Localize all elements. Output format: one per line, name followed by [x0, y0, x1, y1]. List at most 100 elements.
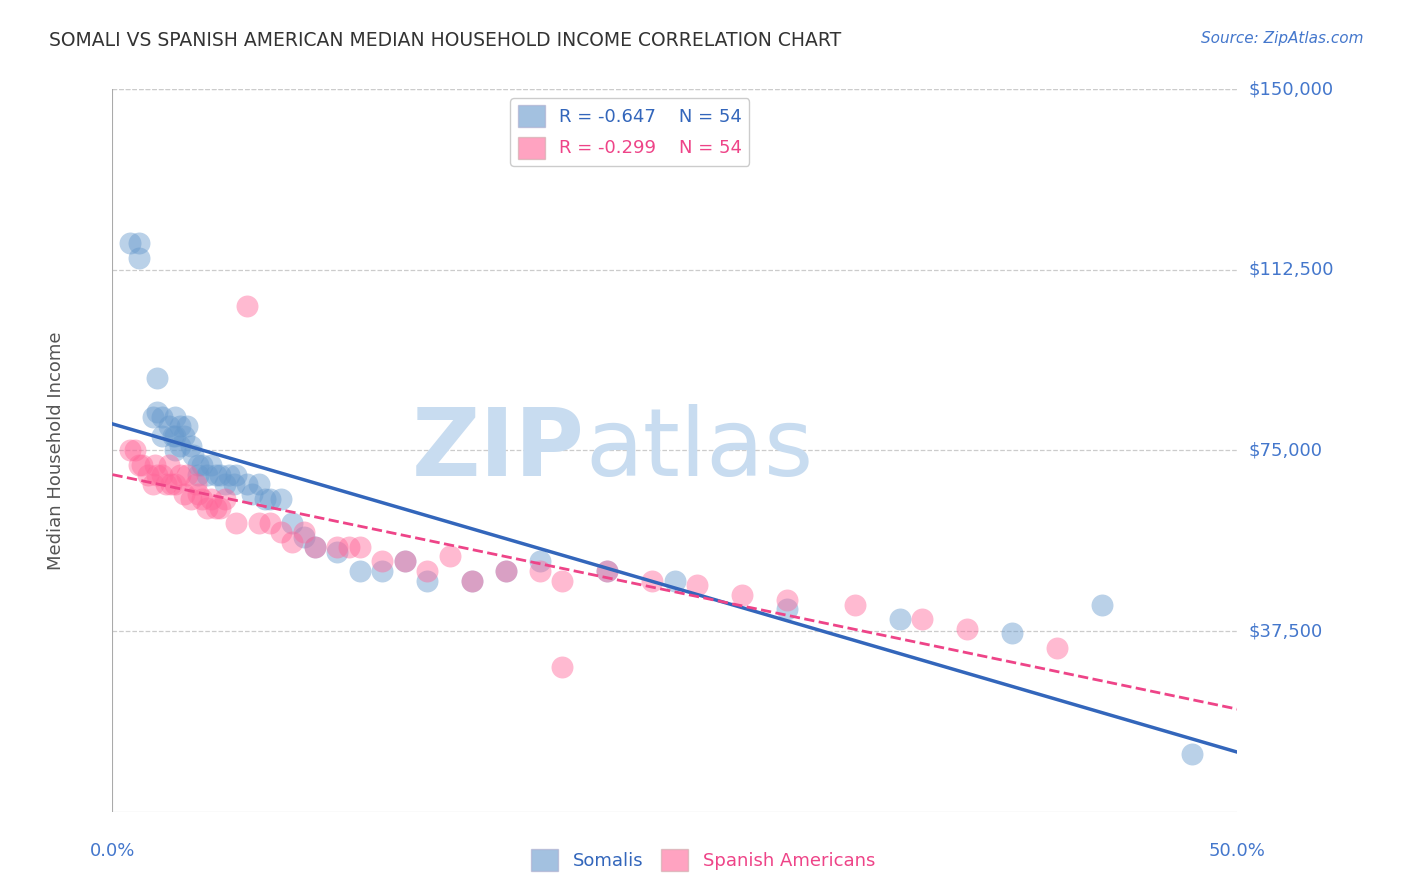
- Point: [1181, 747, 1204, 761]
- Point: [371, 564, 394, 578]
- Point: [844, 598, 866, 612]
- Point: [138, 467, 160, 482]
- Point: [686, 578, 709, 592]
- Legend: R = -0.647    N = 54, R = -0.299    N = 54: R = -0.647 N = 54, R = -0.299 N = 54: [510, 98, 749, 166]
- Text: Median Household Income: Median Household Income: [48, 331, 65, 570]
- Point: [146, 405, 169, 419]
- Point: [551, 574, 574, 588]
- Point: [911, 612, 934, 626]
- Point: [157, 419, 180, 434]
- Point: [195, 501, 218, 516]
- Legend: Somalis, Spanish Americans: Somalis, Spanish Americans: [523, 842, 883, 879]
- Point: [187, 487, 209, 501]
- Point: [254, 491, 277, 506]
- Point: [165, 429, 187, 443]
- Point: [150, 467, 173, 482]
- Point: [205, 501, 228, 516]
- Point: [143, 458, 166, 472]
- Point: [416, 564, 439, 578]
- Point: [128, 458, 150, 472]
- Point: [259, 516, 281, 530]
- Point: [191, 458, 214, 472]
- Point: [889, 612, 911, 626]
- Point: [326, 544, 349, 558]
- Point: [225, 467, 247, 482]
- Point: [176, 419, 198, 434]
- Point: [394, 554, 416, 568]
- Point: [270, 491, 292, 506]
- Point: [131, 458, 153, 472]
- Point: [155, 477, 177, 491]
- Point: [349, 564, 371, 578]
- Point: [120, 236, 142, 251]
- Point: [292, 525, 315, 540]
- Point: [165, 477, 187, 491]
- Point: [529, 564, 551, 578]
- Point: [183, 448, 205, 462]
- Point: [209, 501, 232, 516]
- Point: [157, 458, 180, 472]
- Point: [529, 554, 551, 568]
- Point: [128, 251, 150, 265]
- Text: Source: ZipAtlas.com: Source: ZipAtlas.com: [1201, 31, 1364, 46]
- Point: [292, 530, 315, 544]
- Point: [776, 592, 799, 607]
- Point: [209, 467, 232, 482]
- Point: [195, 467, 218, 482]
- Point: [259, 491, 281, 506]
- Point: [281, 516, 304, 530]
- Point: [191, 491, 214, 506]
- Point: [187, 467, 209, 482]
- Point: [173, 429, 195, 443]
- Point: [731, 588, 754, 602]
- Text: $150,000: $150,000: [1249, 80, 1333, 98]
- Point: [236, 477, 259, 491]
- Point: [1001, 626, 1024, 640]
- Point: [218, 467, 240, 482]
- Point: [776, 602, 799, 616]
- Point: [349, 540, 371, 554]
- Point: [173, 487, 195, 501]
- Point: [225, 516, 247, 530]
- Point: [169, 419, 191, 434]
- Point: [176, 467, 198, 482]
- Text: 50.0%: 50.0%: [1209, 842, 1265, 860]
- Point: [596, 564, 619, 578]
- Point: [214, 491, 236, 506]
- Point: [596, 564, 619, 578]
- Point: [187, 458, 209, 472]
- Point: [304, 540, 326, 554]
- Point: [304, 540, 326, 554]
- Point: [169, 467, 191, 482]
- Point: [495, 564, 517, 578]
- Point: [200, 458, 222, 472]
- Point: [495, 564, 517, 578]
- Point: [160, 477, 183, 491]
- Text: $37,500: $37,500: [1249, 622, 1323, 640]
- Point: [169, 439, 191, 453]
- Point: [236, 299, 259, 313]
- Point: [371, 554, 394, 568]
- Point: [184, 477, 207, 491]
- Point: [1046, 640, 1069, 655]
- Point: [461, 574, 484, 588]
- Point: [124, 443, 146, 458]
- Point: [120, 443, 142, 458]
- Point: [439, 549, 461, 564]
- Point: [146, 371, 169, 385]
- Point: [1091, 598, 1114, 612]
- Point: [162, 429, 184, 443]
- Point: [240, 487, 263, 501]
- Point: [150, 409, 173, 424]
- Point: [337, 540, 360, 554]
- Point: [146, 467, 169, 482]
- Point: [128, 236, 150, 251]
- Point: [180, 491, 202, 506]
- Point: [150, 429, 173, 443]
- Point: [142, 409, 165, 424]
- Point: [326, 540, 349, 554]
- Point: [461, 574, 484, 588]
- Point: [200, 491, 222, 506]
- Point: [165, 443, 187, 458]
- Point: [247, 477, 270, 491]
